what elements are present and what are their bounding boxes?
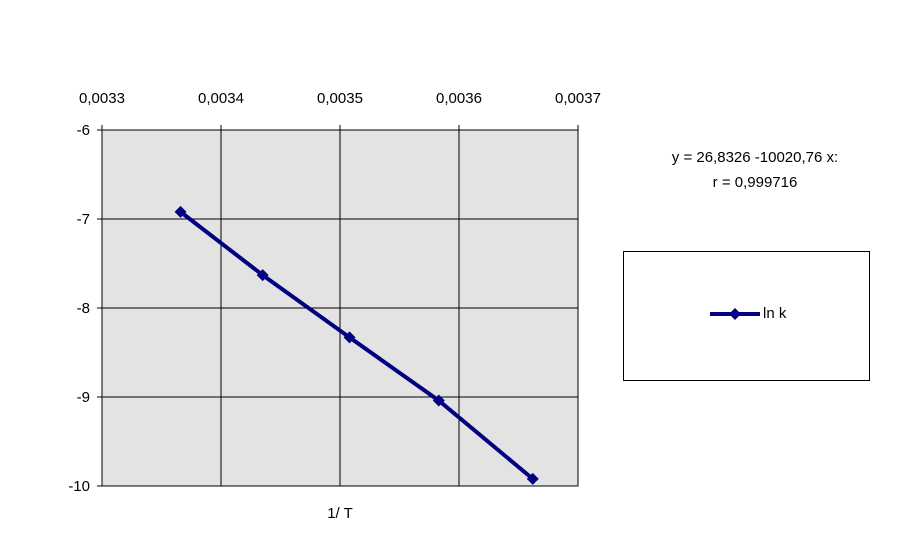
x-tick-label: 0,0037 (555, 90, 601, 107)
x-axis-ticks: 0,0033 0,0034 0,0035 0,0036 0,0037 (79, 90, 601, 107)
correlation-coefficient: r = 0,999716 (712, 174, 798, 191)
x-tick-label: 0,0036 (436, 90, 482, 107)
data-point-marker (432, 394, 445, 407)
legend-swatch (710, 308, 760, 320)
y-tick-label: -10 (68, 478, 90, 495)
y-tick-label: -7 (77, 211, 90, 228)
legend-label: ln k (763, 305, 787, 322)
x-tick-label: 0,0035 (317, 90, 363, 107)
data-point-marker (256, 269, 269, 282)
y-tick-label: -8 (77, 300, 90, 317)
data-point-marker (343, 331, 356, 344)
y-tick-label: -6 (77, 122, 90, 139)
x-axis-title: 1/ T (327, 505, 353, 522)
series-layer (174, 205, 539, 485)
legend-marker-diamond (729, 308, 741, 320)
data-point-marker (174, 205, 187, 218)
x-tick-label: 0,0033 (79, 90, 125, 107)
legend: ln k (623, 251, 870, 381)
plot-frame (101, 129, 579, 487)
y-axis-ticks: -6 -7 -8 -9 -10 (68, 122, 90, 495)
x-tick-label: 0,0034 (198, 90, 244, 107)
regression-equation: y = 26,8326 -10020,76 x: (671, 149, 839, 166)
data-point-marker (526, 472, 539, 485)
y-tick-label: -9 (77, 389, 90, 406)
regression-annotation: y = 26,8326 -10020,76 x: r = 0,999716 (640, 145, 870, 195)
